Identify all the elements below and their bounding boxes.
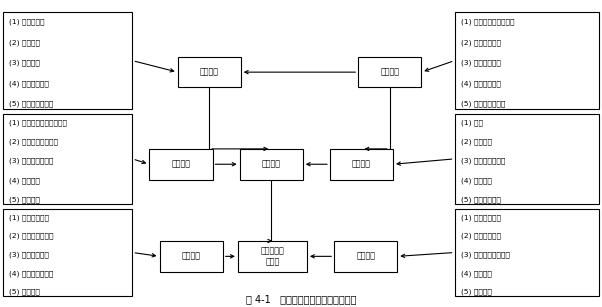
Text: (4) 气体化学性质: (4) 气体化学性质 [9,80,49,87]
FancyBboxPatch shape [455,209,599,296]
FancyBboxPatch shape [455,114,599,204]
Text: (1) 气体露点温度: (1) 气体露点温度 [9,214,49,221]
Text: (3) 生产工艺和工况: (3) 生产工艺和工况 [461,158,505,165]
Text: (3) 设备维护管理: (3) 设备维护管理 [9,251,49,258]
Text: (3) 防火、防爆、防雷: (3) 防火、防爆、防雷 [461,251,509,258]
FancyBboxPatch shape [160,241,223,272]
Text: (1) 滤料的性能: (1) 滤料的性能 [9,19,45,25]
Text: (5) 设备基础: (5) 设备基础 [461,289,491,295]
FancyBboxPatch shape [334,241,397,272]
FancyBboxPatch shape [3,209,132,296]
Text: 箱体壳体: 箱体壳体 [182,252,200,261]
Text: (2) 滤料价格: (2) 滤料价格 [9,39,40,46]
Text: (3) 进口含尘浓度: (3) 进口含尘浓度 [461,60,500,66]
FancyBboxPatch shape [3,12,132,109]
FancyBboxPatch shape [178,57,241,87]
Text: (2) 照明、安全灯: (2) 照明、安全灯 [461,233,500,239]
Text: (2) 气体温度和压力: (2) 气体温度和压力 [9,233,54,239]
Text: 选择滤料: 选择滤料 [200,68,219,77]
FancyBboxPatch shape [3,114,132,204]
FancyBboxPatch shape [455,12,599,109]
FancyBboxPatch shape [330,149,393,180]
Text: (4) 设备耐压和耐蚀: (4) 设备耐压和耐蚀 [9,270,54,277]
Text: (4) 生产工艺要求: (4) 生产工艺要求 [461,80,500,87]
Text: (5) 进口含尘浓度: (5) 进口含尘浓度 [461,196,500,203]
FancyBboxPatch shape [149,149,213,180]
Text: 运行条件: 运行条件 [380,68,399,77]
Text: 安全措施: 安全措施 [356,252,375,261]
Text: (3) 设计的捕集效率: (3) 设计的捕集效率 [9,158,54,165]
FancyBboxPatch shape [240,149,303,180]
FancyBboxPatch shape [238,241,307,272]
Text: 图 4-1   袋式除尘器基本设计条件分析: 图 4-1 袋式除尘器基本设计条件分析 [246,294,356,304]
Text: 过滤面积: 过滤面积 [262,160,281,169]
Text: (1) 粉尘和气流的物理特性: (1) 粉尘和气流的物理特性 [9,119,67,126]
Text: 过滤速度: 过滤速度 [172,160,190,169]
Text: (2) 粉尘粒子尺寸分布: (2) 粉尘粒子尺寸分布 [9,138,58,145]
Text: (2) 气体体积流量: (2) 气体体积流量 [461,39,500,46]
Text: (5) 粉尘和气体温度: (5) 粉尘和气体温度 [9,101,54,107]
Text: (4) 粉尘特点: (4) 粉尘特点 [461,177,491,184]
Text: (4) 滤料种类: (4) 滤料种类 [9,177,40,184]
Text: (1) 框架走梯平台: (1) 框架走梯平台 [461,214,500,221]
Text: (4) 检修电源: (4) 检修电源 [461,270,491,277]
FancyBboxPatch shape [358,57,421,87]
Text: (1) 能耗: (1) 能耗 [461,119,483,126]
Text: (3) 粉尘性质: (3) 粉尘性质 [9,60,40,66]
Text: (5) 设计的捕集效率: (5) 设计的捕集效率 [461,101,505,107]
Text: 袋式除尘器
的设计: 袋式除尘器 的设计 [261,247,284,266]
Text: (1) 预冷却或预净化装置: (1) 预冷却或预净化装置 [461,19,514,25]
Text: (2) 燃料价格: (2) 燃料价格 [461,138,491,145]
Text: (5) 设备价格: (5) 设备价格 [9,289,40,295]
Text: 清灰方式: 清灰方式 [352,160,371,169]
Text: (5) 清灰方式: (5) 清灰方式 [9,196,40,203]
